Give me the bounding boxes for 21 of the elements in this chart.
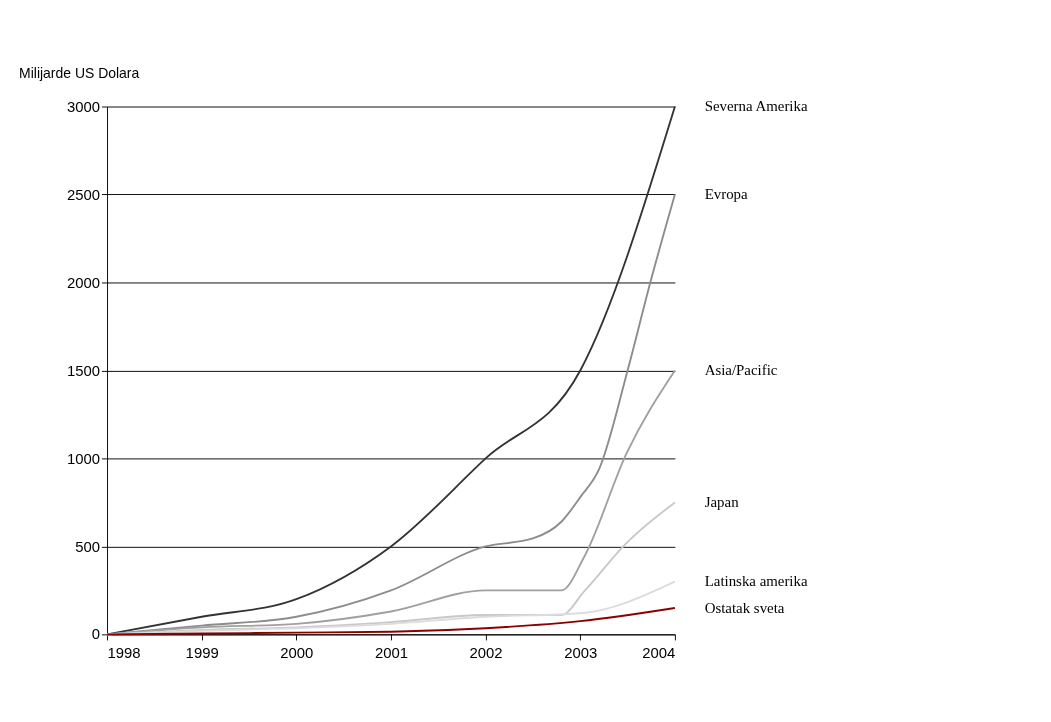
- y-tick-label: 2500: [66, 186, 101, 203]
- series-label: Severna Amerika: [704, 98, 808, 115]
- x-tick-label: 1999: [185, 645, 219, 662]
- series-label: Japan: [704, 494, 740, 511]
- y-tick-label: 1500: [66, 362, 101, 379]
- y-tick-label: 2000: [66, 274, 101, 291]
- x-tick-label: 2002: [469, 645, 503, 662]
- x-tick-label: 1998: [107, 645, 141, 662]
- y-tick-label: 500: [75, 538, 101, 555]
- y-tick-label: 1000: [66, 450, 101, 467]
- x-tick-label: 2000: [280, 645, 314, 662]
- x-tick-label: 2004: [642, 645, 676, 662]
- series-label: Evropa: [704, 186, 749, 203]
- x-tick-label: 2001: [374, 645, 408, 662]
- series-label: Latinska amerika: [704, 573, 808, 590]
- y-axis-title: Milijarde US Dolara: [19, 65, 140, 82]
- y-tick-label: 0: [91, 626, 101, 643]
- y-tick-label: 3000: [66, 98, 101, 115]
- series-label: Ostatak sveta: [704, 599, 785, 616]
- x-tick-label: 2003: [564, 645, 598, 662]
- series-label: Asia/Pacific: [704, 362, 778, 379]
